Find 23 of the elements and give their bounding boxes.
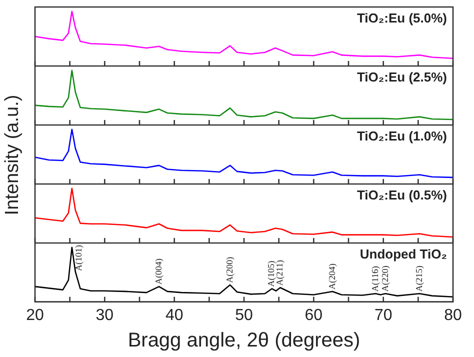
annotation: A(116) <box>370 266 380 292</box>
x-tick-label: 80 <box>444 306 462 324</box>
annotation: A(215) <box>414 266 424 292</box>
text: TiO₂:Eu (2.5%) <box>356 70 447 85</box>
y-axis-title: Intensity (a.u.) <box>2 94 24 215</box>
text: TiO₂:Eu (5.0%) <box>356 10 447 26</box>
x-tick-label: 50 <box>235 306 253 324</box>
x-axis-title: Bragg angle, 2θ (degrees) <box>128 330 360 352</box>
x-tick-label: 70 <box>374 306 392 324</box>
x-tick-label: 30 <box>96 306 114 324</box>
annotation: A(101) <box>73 244 84 271</box>
x-tick-label: 60 <box>304 306 323 324</box>
text: TiO₂:Eu (1.0%) <box>356 128 447 144</box>
annotation: A(200) <box>224 256 234 283</box>
text: Undoped TiO₂ <box>360 246 448 262</box>
text: TiO₂:Eu (0.5%) <box>356 188 447 203</box>
annotation: A(211) <box>274 260 285 286</box>
annotation: A(004) <box>153 258 164 285</box>
x-tick-label: 20 <box>26 306 44 324</box>
x-tick-label: 40 <box>165 306 184 324</box>
annotation: A(220) <box>380 266 390 292</box>
annotation: A(105) <box>266 260 276 287</box>
annotation: A(204) <box>326 263 337 290</box>
